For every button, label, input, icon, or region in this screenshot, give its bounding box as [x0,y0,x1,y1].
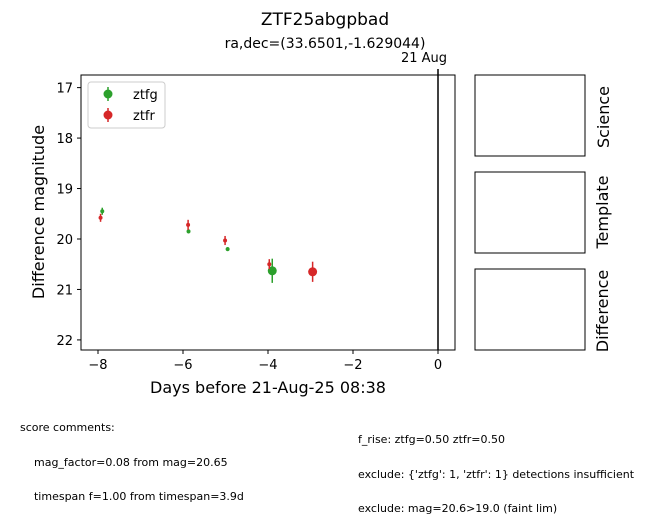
reference-line-label: 21 Aug [401,51,447,66]
point-ztfg [186,229,191,234]
x-tick-label: −4 [258,358,277,373]
x-tick-label: 0 [434,358,442,373]
point-ztfr [98,215,103,220]
y-tick-label: 18 [56,132,73,147]
point-ztfr [267,262,272,267]
point-ztfg [225,247,230,252]
exclusion-comments: f_rise: ztfg=0.50 ztfr=0.50 exclude: {'z… [358,411,634,526]
comment-line: exclude: mag=20.6>19.0 (faint lim) [358,502,558,515]
y-tick-label: 20 [56,233,73,248]
y-axis-label: Difference magnitude [29,125,48,299]
legend-label-ztfg: ztfg [133,88,158,103]
legend-marker-ztfg [103,89,113,99]
stamp-label-difference: Difference [593,270,612,352]
score-comments: score comments: mag_factor=0.08 from mag… [20,399,244,514]
chart-title: ZTF25abgpbad [261,10,389,30]
stamp-label-science: Science [594,86,613,148]
data-points [98,207,318,283]
x-tick-label: −8 [88,358,107,373]
legend: ztfg ztfr [87,81,166,129]
y-tick-label: 21 [56,283,73,298]
point-ztfr [223,238,228,243]
stamp-label-template: Template [593,175,612,249]
legend-marker-ztfr [103,110,113,120]
comment-line: f_rise: ztfg=0.50 ztfr=0.50 [358,433,505,446]
x-tick-label: −2 [343,358,362,373]
comment-line: score comments: [20,421,115,434]
y-tick-label: 19 [56,183,73,198]
y-tick-label: 17 [56,82,73,97]
x-axis-label: Days before 21-Aug-25 08:38 [150,378,386,397]
comment-line: exclude: {'ztfg': 1, 'ztfr': 1} detectio… [358,467,635,481]
stamp-science [474,74,586,157]
point-ztfr [186,222,191,227]
y-tick-label: 22 [56,334,73,349]
legend-label-ztfr: ztfr [133,109,155,124]
point-ztfg [100,209,105,214]
stamp-template [474,171,586,254]
x-tick-label: −6 [173,358,192,373]
y-axis: 17 18 19 20 21 22 [56,82,81,349]
stamp-difference [474,268,586,351]
comment-line: timespan f=1.00 from timespan=3.9d [20,490,244,503]
figure: ZTF25abgpbad ra,dec=(33.6501,-1.629044) … [29,10,613,397]
comment-line: mag_factor=0.08 from mag=20.65 [20,455,228,469]
x-axis: −8 −6 −4 −2 0 [88,350,442,373]
chart-subtitle: ra,dec=(33.6501,-1.629044) [225,36,426,52]
point-ztfr [308,267,318,277]
